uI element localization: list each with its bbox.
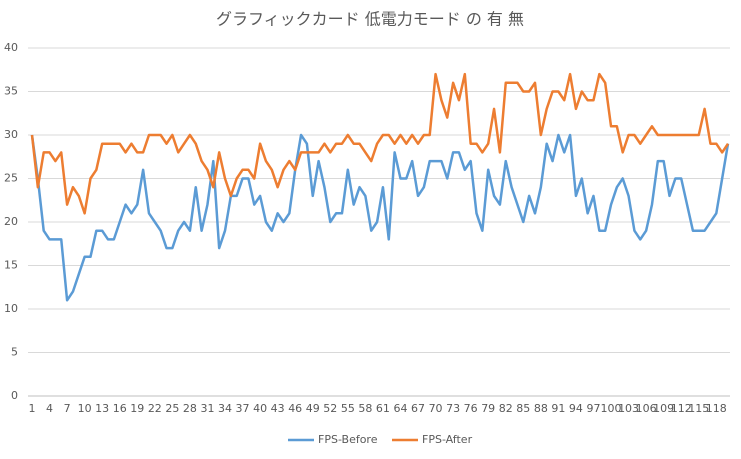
x-tick-label: 112	[671, 402, 692, 415]
x-tick-label: 76	[464, 402, 478, 415]
x-tick-label: 10	[78, 402, 92, 415]
y-tick-label: 35	[4, 85, 18, 98]
x-tick-label: 25	[165, 402, 179, 415]
x-tick-label: 43	[271, 402, 285, 415]
x-tick-label: 58	[358, 402, 372, 415]
x-tick-label: 79	[481, 402, 495, 415]
x-tick-label: 97	[586, 402, 600, 415]
x-tick-label: 61	[376, 402, 390, 415]
y-tick-label: 20	[4, 215, 18, 228]
y-tick-label: 0	[11, 389, 18, 402]
x-tick-label: 55	[341, 402, 355, 415]
x-tick-label: 88	[534, 402, 548, 415]
x-tick-label: 28	[183, 402, 197, 415]
x-tick-label: 34	[218, 402, 232, 415]
y-tick-label: 30	[4, 128, 18, 141]
x-tick-label: 70	[429, 402, 443, 415]
x-tick-label: 67	[411, 402, 425, 415]
line-series	[30, 133, 730, 302]
chart-title: グラフィックカード 低電力モード の 有 無	[216, 10, 524, 29]
x-tick-label: 100	[601, 402, 622, 415]
x-tick-label: 64	[393, 402, 407, 415]
x-tick-label: 40	[253, 402, 267, 415]
x-tick-label: 4	[46, 402, 53, 415]
y-tick-label: 15	[4, 259, 18, 272]
x-tick-label: 16	[113, 402, 127, 415]
x-tick-label: 37	[236, 402, 250, 415]
line-series	[30, 72, 730, 215]
x-tick-label: 31	[200, 402, 214, 415]
x-tick-label: 91	[551, 402, 565, 415]
x-tick-label: 7	[64, 402, 71, 415]
x-tick-label: 73	[446, 402, 460, 415]
x-tick-label: 118	[706, 402, 727, 415]
x-tick-label: 22	[148, 402, 162, 415]
x-tick-label: 49	[306, 402, 320, 415]
x-tick-label: 109	[653, 402, 674, 415]
x-tick-label: 46	[288, 402, 302, 415]
legend-label: FPS-After	[422, 433, 473, 446]
legend-label: FPS-Before	[318, 433, 378, 446]
x-tick-label: 13	[95, 402, 109, 415]
x-tick-label: 103	[618, 402, 639, 415]
x-tick-label: 82	[499, 402, 513, 415]
x-tick-label: 115	[688, 402, 709, 415]
y-tick-label: 40	[4, 41, 18, 54]
x-tick-label: 1	[29, 402, 36, 415]
x-tick-label: 19	[130, 402, 144, 415]
x-tick-label: 52	[323, 402, 337, 415]
x-tick-label: 94	[569, 402, 583, 415]
y-tick-label: 25	[4, 172, 18, 185]
x-tick-label: 106	[636, 402, 657, 415]
y-tick-label: 10	[4, 302, 18, 315]
y-tick-label: 5	[11, 346, 18, 359]
x-tick-label: 85	[516, 402, 530, 415]
